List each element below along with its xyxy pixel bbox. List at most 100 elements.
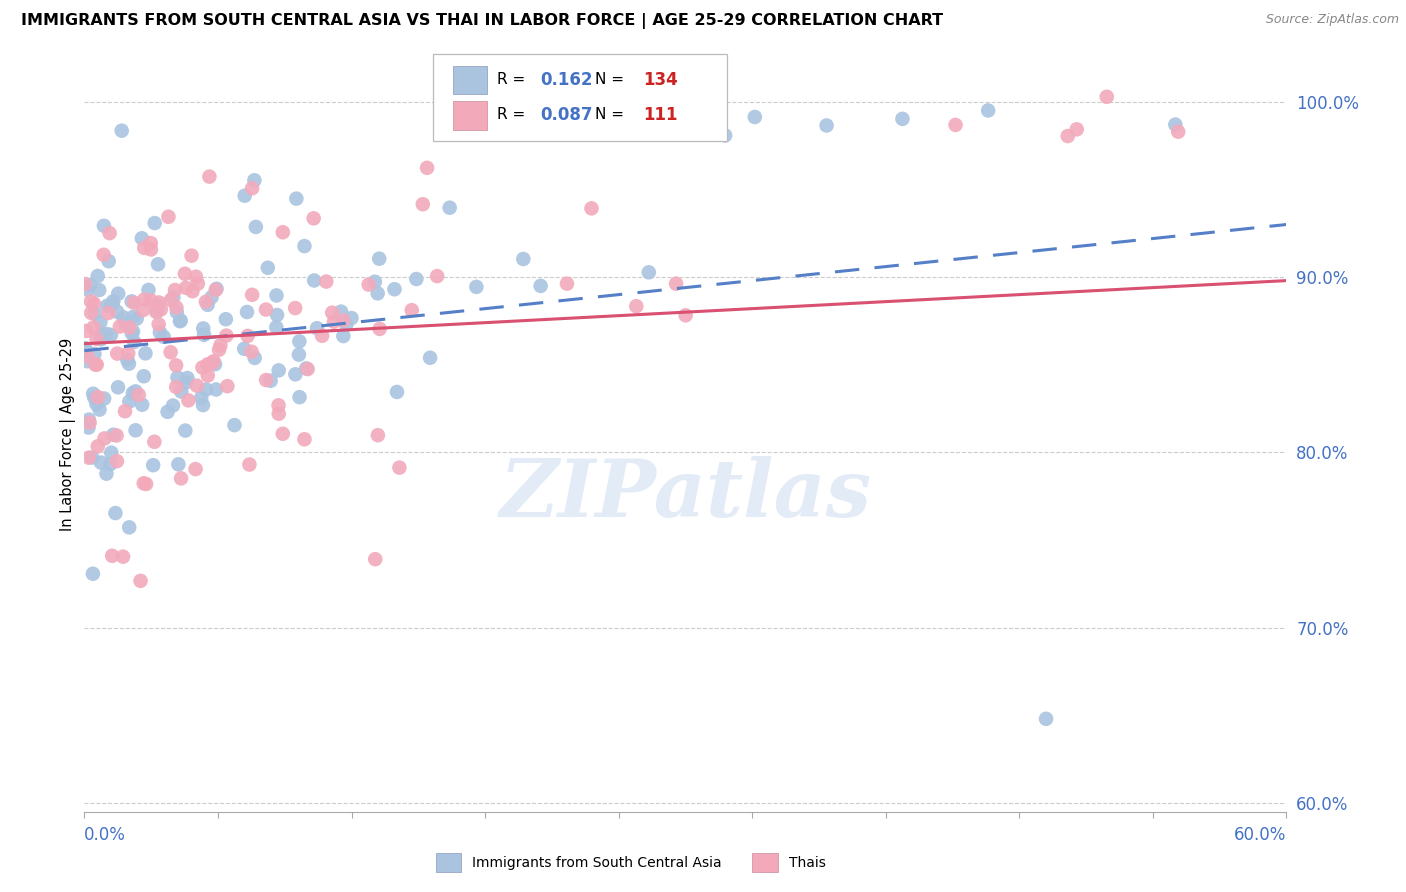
Point xyxy=(83,296,105,310)
Point xyxy=(103,427,125,442)
Point xyxy=(201,356,224,370)
Point xyxy=(945,118,967,132)
Point xyxy=(233,342,256,356)
Text: Thais: Thais xyxy=(789,855,825,870)
Point xyxy=(170,384,193,399)
Point xyxy=(1056,129,1078,144)
Point xyxy=(122,325,145,339)
Point xyxy=(87,439,110,453)
Point xyxy=(125,311,148,326)
Point xyxy=(197,357,219,371)
Point xyxy=(142,458,165,473)
Point xyxy=(97,306,120,320)
Point xyxy=(82,386,104,401)
Point xyxy=(174,376,197,390)
Point xyxy=(124,384,146,399)
Point xyxy=(111,124,134,138)
Point xyxy=(364,275,387,289)
Point xyxy=(148,318,170,332)
Point xyxy=(84,358,107,372)
Point xyxy=(187,277,209,291)
Point xyxy=(138,283,160,297)
Point xyxy=(412,197,434,211)
Point xyxy=(267,363,290,377)
Point xyxy=(240,288,263,302)
Point xyxy=(174,281,197,295)
Text: 60.0%: 60.0% xyxy=(1234,826,1286,844)
Point xyxy=(191,360,214,375)
Point xyxy=(555,277,578,291)
Point xyxy=(194,294,217,309)
Point xyxy=(104,506,127,520)
Point xyxy=(146,298,169,312)
Point xyxy=(891,112,914,126)
Point xyxy=(254,302,277,317)
Point xyxy=(190,391,212,405)
Point xyxy=(146,304,169,318)
Point xyxy=(284,301,307,315)
Point xyxy=(259,374,281,388)
Point xyxy=(105,428,128,442)
Point xyxy=(240,181,263,195)
Point xyxy=(245,219,267,234)
Point xyxy=(89,283,111,297)
Point xyxy=(75,341,97,355)
Point xyxy=(419,351,441,365)
Point xyxy=(512,252,534,266)
Point xyxy=(100,445,122,459)
Point xyxy=(1066,122,1088,136)
Point xyxy=(76,354,98,368)
Point xyxy=(93,248,115,262)
Point xyxy=(107,380,129,394)
Point xyxy=(121,326,143,340)
Text: 0.087: 0.087 xyxy=(540,105,592,123)
Point xyxy=(100,299,122,313)
Point xyxy=(83,391,105,405)
Point xyxy=(1035,712,1057,726)
Point xyxy=(254,373,277,387)
Point xyxy=(332,313,354,327)
Point xyxy=(340,311,363,326)
Text: 111: 111 xyxy=(644,105,678,123)
Point xyxy=(129,574,152,588)
Point xyxy=(364,552,387,566)
Point xyxy=(675,308,697,322)
Point xyxy=(714,128,737,143)
Point xyxy=(96,299,118,313)
Y-axis label: In Labor Force | Age 25-29: In Labor Force | Age 25-29 xyxy=(60,338,76,532)
Bar xyxy=(453,65,486,95)
Point xyxy=(166,370,188,384)
Point xyxy=(181,284,204,298)
Point xyxy=(112,549,135,564)
Point xyxy=(105,454,128,468)
Point xyxy=(311,328,333,343)
Point xyxy=(184,462,207,476)
Point xyxy=(626,299,648,313)
Point xyxy=(295,361,318,376)
Point xyxy=(323,315,346,329)
Point xyxy=(302,273,325,287)
Point xyxy=(236,329,259,343)
Point xyxy=(465,280,488,294)
Point xyxy=(152,330,174,344)
Point xyxy=(165,301,187,315)
Point xyxy=(1095,90,1118,104)
Point xyxy=(79,416,101,430)
Point xyxy=(82,450,104,465)
Point xyxy=(96,326,118,341)
Point xyxy=(1167,125,1189,139)
Text: ZIPatlas: ZIPatlas xyxy=(499,457,872,534)
Point xyxy=(240,344,263,359)
Point xyxy=(105,304,128,318)
Point xyxy=(294,432,316,446)
Point xyxy=(388,460,411,475)
Point xyxy=(77,412,100,426)
Point xyxy=(284,368,307,382)
Point xyxy=(367,428,389,442)
Point xyxy=(124,423,146,437)
Point xyxy=(367,286,389,301)
Point xyxy=(405,272,427,286)
Point xyxy=(87,390,110,404)
Point xyxy=(368,252,391,266)
Point xyxy=(288,390,311,404)
